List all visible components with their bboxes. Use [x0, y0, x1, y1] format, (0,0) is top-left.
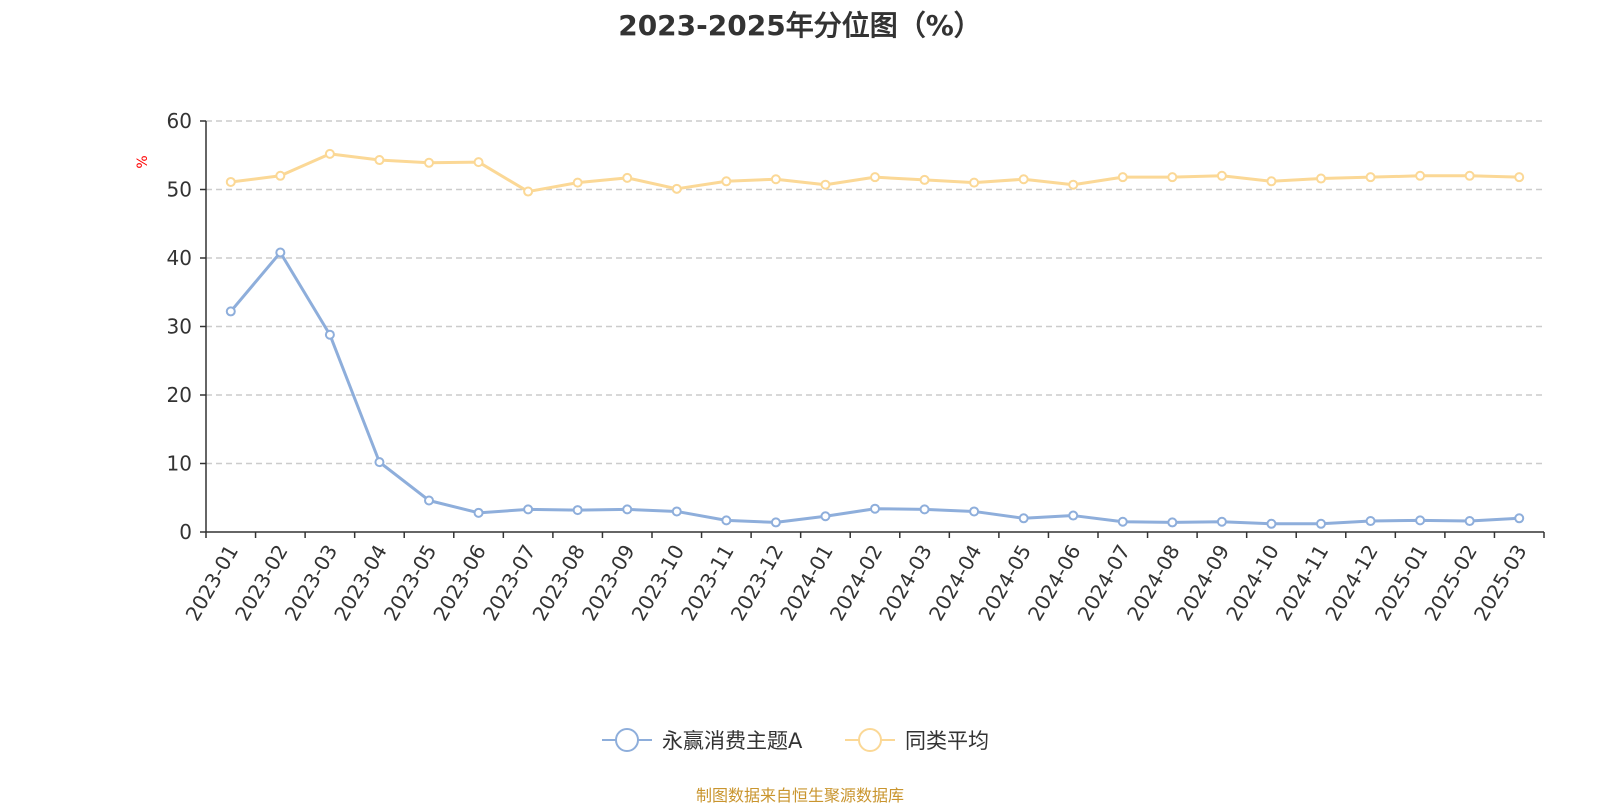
legend-label: 永赢消费主题A	[662, 729, 803, 753]
series-1-point[interactable]	[523, 504, 534, 515]
y-tick-label: 30	[167, 315, 192, 339]
legend-label: 同类平均	[905, 729, 989, 753]
series-1-point[interactable]	[671, 506, 682, 517]
series-2-point[interactable]	[919, 174, 930, 185]
series-1-point[interactable]	[820, 511, 831, 522]
y-tick-label: 50	[167, 178, 192, 202]
y-tick-label: 60	[167, 109, 192, 133]
series-1-point[interactable]	[622, 504, 633, 515]
series-2-point[interactable]	[572, 177, 583, 188]
series-2-point[interactable]	[473, 157, 484, 168]
series-1-point[interactable]	[1167, 517, 1178, 528]
series-line-1	[229, 251, 1520, 526]
series-1-point[interactable]	[919, 504, 930, 515]
series-2-point[interactable]	[225, 176, 236, 187]
series-2-point[interactable]	[721, 176, 732, 187]
series-2-point[interactable]	[523, 186, 534, 197]
series-1-point[interactable]	[770, 517, 781, 528]
series-1-point[interactable]	[1365, 516, 1376, 527]
y-tick-label: 40	[167, 246, 192, 270]
series-1-point[interactable]	[473, 507, 484, 518]
y-axis-unit-label: %	[135, 155, 151, 168]
series-1-point[interactable]	[721, 515, 732, 526]
series-2-point[interactable]	[1266, 176, 1277, 187]
series-1-point[interactable]	[870, 503, 880, 514]
series-2-point[interactable]	[275, 170, 286, 181]
legend-marker-icon	[858, 728, 882, 752]
series-2-point[interactable]	[1415, 170, 1426, 181]
legend[interactable]: 永赢消费主题A 同类平均	[602, 728, 989, 753]
series-1-point[interactable]	[1266, 518, 1277, 529]
series-1-point[interactable]	[225, 306, 236, 317]
series-2-point[interactable]	[770, 174, 781, 185]
series-2-point[interactable]	[1316, 173, 1326, 184]
series-2-point[interactable]	[870, 172, 880, 183]
series-2-point[interactable]	[1068, 179, 1079, 190]
series-1-point[interactable]	[424, 495, 434, 506]
series-2-point[interactable]	[374, 155, 385, 166]
series-1-point[interactable]	[1018, 513, 1029, 524]
legend-item-1[interactable]: 永赢消费主题A	[602, 728, 803, 753]
data-source-note: 制图数据来自恒生聚源数据库	[695, 786, 904, 805]
series-2-point[interactable]	[1464, 170, 1475, 181]
series-1-point[interactable]	[1117, 516, 1128, 527]
series	[225, 148, 1525, 529]
series-1-point[interactable]	[969, 506, 980, 517]
series-1-point[interactable]	[275, 247, 286, 258]
series-1-point[interactable]	[1068, 510, 1079, 521]
series-2-point[interactable]	[820, 179, 831, 190]
series-1-point[interactable]	[1464, 516, 1475, 527]
series-2-point[interactable]	[1018, 174, 1029, 185]
series-1-point[interactable]	[1216, 516, 1227, 527]
series-2-point[interactable]	[424, 157, 434, 168]
series-1-point[interactable]	[374, 457, 385, 468]
series-1-point[interactable]	[324, 329, 335, 340]
chart-title: 2023-2025年分位图（%）	[618, 9, 982, 42]
series-2-point[interactable]	[1514, 172, 1525, 183]
series-2-point[interactable]	[671, 183, 682, 194]
series-1-point[interactable]	[1316, 518, 1326, 529]
series-2-point[interactable]	[1167, 172, 1178, 183]
series-2-point[interactable]	[1365, 172, 1376, 183]
series-2-point[interactable]	[324, 148, 335, 159]
legend-item-2[interactable]: 同类平均	[845, 728, 989, 753]
series-1-point[interactable]	[1415, 515, 1426, 526]
series-2-point[interactable]	[1117, 172, 1128, 183]
y-tick-label: 0	[179, 520, 192, 544]
grid-lines	[206, 120, 1544, 465]
y-tick-label: 20	[167, 383, 192, 407]
series-1-point[interactable]	[572, 505, 583, 516]
series-2-point[interactable]	[969, 177, 980, 188]
legend-marker-icon	[615, 728, 639, 752]
y-tick-label: 10	[167, 452, 192, 476]
series-1-point[interactable]	[1514, 513, 1525, 524]
series-2-point[interactable]	[622, 172, 633, 183]
axes: 01020304050602023-012023-022023-032023-0…	[167, 109, 1545, 625]
series-2-point[interactable]	[1216, 170, 1227, 181]
